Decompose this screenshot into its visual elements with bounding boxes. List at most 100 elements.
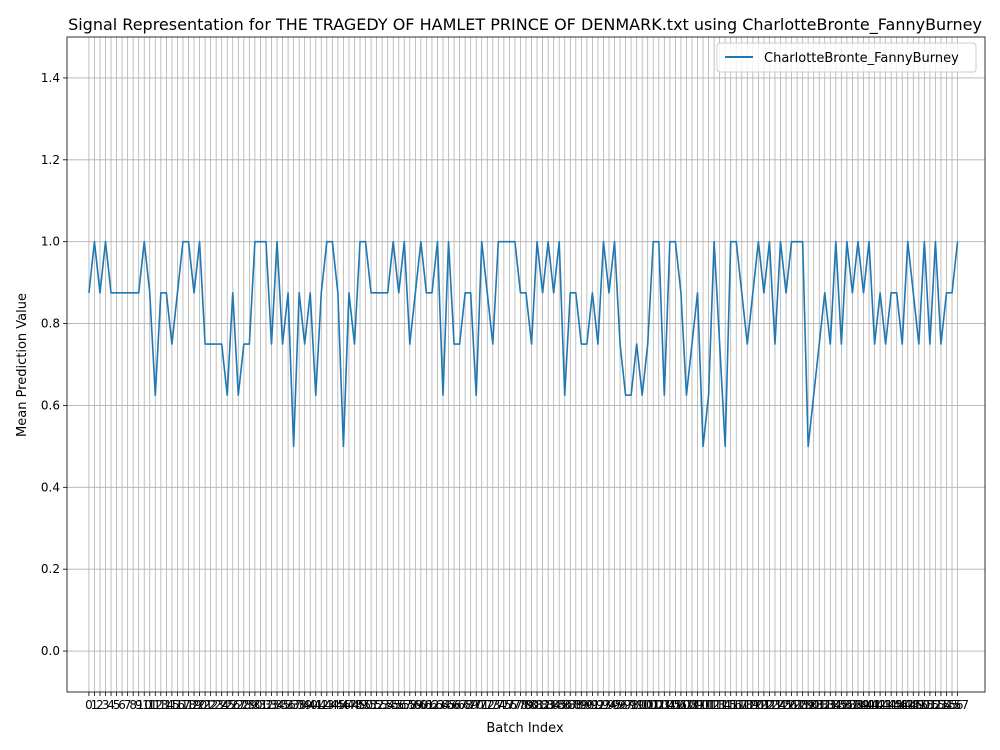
- x-tick-label: 156: [941, 698, 964, 712]
- x-tick-label: 56: [391, 698, 406, 712]
- y-tick-label: 1.2: [41, 153, 60, 167]
- x-tick-label: 129: [791, 698, 814, 712]
- x-tick-label: 37: [286, 698, 301, 712]
- x-tick-label: 78: [513, 698, 528, 712]
- x-tick-label: 39: [297, 698, 312, 712]
- y-tick-label: 0.6: [41, 398, 60, 412]
- y-axis-label: Mean Prediction Value: [15, 293, 30, 437]
- x-tick-label: 0: [85, 698, 93, 712]
- x-tick-label: 98: [623, 698, 638, 712]
- x-tick-label: 115: [714, 698, 737, 712]
- x-tick-label: 55: [386, 698, 401, 712]
- x-tick-label: 141: [858, 698, 881, 712]
- x-axis-label: Batch Index: [486, 721, 564, 736]
- x-tick-label: 136: [830, 698, 853, 712]
- x-tick-label: 135: [824, 698, 847, 712]
- x-tick-label: 3: [102, 698, 110, 712]
- x-tick-label: 80: [524, 698, 539, 712]
- x-tick-label: 75: [496, 698, 511, 712]
- x-tick-label: 41: [308, 698, 323, 712]
- x-tick-label: 49: [352, 698, 367, 712]
- x-tick-label: 153: [924, 698, 947, 712]
- legend: CharlotteBronte_FannyBurney: [716, 42, 977, 73]
- x-tick-label: 77: [507, 698, 522, 712]
- x-tick-label: 40: [303, 698, 318, 712]
- y-tick-label: 0.0: [41, 644, 60, 658]
- x-tick-label: 33: [264, 698, 279, 712]
- x-tick-label: 63: [430, 698, 445, 712]
- x-tick-label: 94: [601, 698, 616, 712]
- x-tick-label: 73: [485, 698, 500, 712]
- x-tick-label: 36: [280, 698, 295, 712]
- x-tick-label: 47: [341, 698, 356, 712]
- x-tick-label: 2: [96, 698, 104, 712]
- x-tick-label: 106: [664, 698, 687, 712]
- x-tick-label: 149: [902, 698, 925, 712]
- x-tick-label: 86: [557, 698, 572, 712]
- x-tick-label: 20: [192, 698, 207, 712]
- x-tick-label: 16: [170, 698, 185, 712]
- legend-box: [716, 42, 977, 73]
- x-tick-label: 7: [124, 698, 132, 712]
- x-tick-label: 144: [874, 698, 897, 712]
- x-tick-label: 57: [397, 698, 412, 712]
- x-tick-label: 25: [220, 698, 235, 712]
- series-line-charlottebronte-fannyburney: [88, 240, 959, 448]
- x-tick-label: 62: [424, 698, 439, 712]
- x-axis-ticks: 0123456789101112131415161718192021222324…: [85, 692, 969, 712]
- x-tick-label: 53: [375, 698, 390, 712]
- x-tick-label: 82: [535, 698, 550, 712]
- x-tick-label: 93: [596, 698, 611, 712]
- y-axis-ticks: 0.0 0.2 0.4 0.6 0.8 1.0 1.2 1.4: [41, 71, 67, 658]
- x-tick-label: 79: [518, 698, 533, 712]
- x-tick-label: 130: [797, 698, 820, 712]
- x-tick-label: 139: [847, 698, 870, 712]
- legend-label: CharlotteBronte_FannyBurney: [764, 51, 959, 66]
- x-tick-label: 28: [236, 698, 251, 712]
- x-tick-label: 74: [491, 698, 506, 712]
- x-tick-label: 101: [636, 698, 659, 712]
- x-tick-label: 30: [247, 698, 262, 712]
- x-tick-label: 76: [502, 698, 517, 712]
- x-tick-label: 51: [363, 698, 378, 712]
- x-tick-label: 147: [891, 698, 914, 712]
- x-tick-label: 150: [907, 698, 930, 712]
- x-tick-label: 29: [242, 698, 257, 712]
- x-tick-label: 104: [653, 698, 676, 712]
- x-tick-label: 96: [612, 698, 627, 712]
- x-tick-label: 10: [137, 698, 152, 712]
- x-tick-label: 15: [164, 698, 179, 712]
- x-tick-label: 11: [142, 698, 157, 712]
- x-tick-label: 99: [629, 698, 644, 712]
- x-tick-label: 9: [135, 698, 143, 712]
- x-tick-label: 120: [741, 698, 764, 712]
- x-tick-label: 122: [752, 698, 775, 712]
- x-tick-label: 44: [325, 698, 340, 712]
- x-tick-label: 92: [590, 698, 605, 712]
- x-tick-label: 70: [469, 698, 484, 712]
- x-tick-label: 1: [91, 698, 99, 712]
- x-tick-label: 18: [181, 698, 196, 712]
- x-tick-label: 22: [203, 698, 218, 712]
- y-gridlines: [67, 77, 985, 652]
- x-tick-label: 67: [452, 698, 467, 712]
- x-tick-label: 118: [730, 698, 753, 712]
- x-tick-label: 138: [841, 698, 864, 712]
- x-tick-label: 68: [457, 698, 472, 712]
- x-tick-label: 66: [446, 698, 461, 712]
- x-tick-label: 124: [764, 698, 787, 712]
- x-tick-label: 5: [113, 698, 121, 712]
- x-tick-label: 114: [708, 698, 731, 712]
- x-tick-label: 21: [197, 698, 212, 712]
- x-tick-label: 38: [292, 698, 307, 712]
- x-tick-label: 133: [813, 698, 836, 712]
- x-tick-label: 132: [808, 698, 831, 712]
- x-tick-label: 145: [880, 698, 903, 712]
- x-tick-label: 8: [129, 698, 137, 712]
- x-tick-label: 91: [585, 698, 600, 712]
- x-tick-label: 14: [159, 698, 174, 712]
- x-tick-label: 24: [214, 698, 229, 712]
- x-tick-label: 131: [802, 698, 825, 712]
- x-tick-label: 32: [258, 698, 273, 712]
